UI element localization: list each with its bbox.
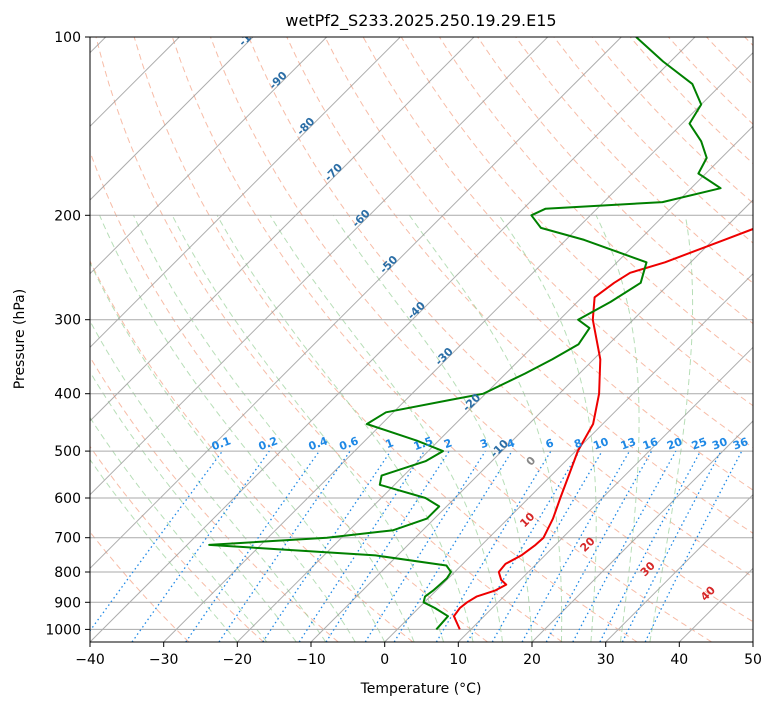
mixing-ratio-line [572, 450, 677, 642]
y-tick-label: 600 [54, 491, 81, 507]
mixing-ratio-line [298, 450, 425, 642]
x-tick-label: 0 [380, 652, 389, 668]
moist-adiabat-line [649, 215, 694, 642]
y-tick-label: 500 [54, 444, 81, 460]
moist-adiabat-line [90, 458, 238, 642]
isotherm-line [90, 37, 622, 570]
chart-title: wetPf2_S233.2025.250.19.29.E15 [285, 11, 556, 31]
moist-adiabat-line [332, 215, 533, 642]
mixing-ratio-label: 16 [641, 435, 660, 453]
x-axis-label: Temperature (°C) [360, 681, 482, 697]
moist-adiabat-line [99, 215, 386, 642]
isotherm-line [90, 37, 328, 275]
mixing-ratio-label: 0.1 [210, 434, 233, 453]
mixing-ratio-label: 3 [478, 436, 490, 451]
mixing-ratio-label: 4 [505, 436, 517, 451]
mixing-ratio-label: 1.5 [412, 434, 435, 453]
axes-layer: −40 −30 −20 −10 0 10 20 30 40 5010020030040050060… [45, 30, 762, 668]
mixing-ratio-line [218, 450, 351, 642]
moist-adiabat-line [216, 215, 474, 642]
isotherm-line [457, 346, 753, 642]
grid-layer [90, 37, 753, 642]
temperature-profile-line [452, 227, 753, 630]
dry-adiabat-line [171, 37, 712, 642]
dry-adiabat-line [133, 37, 638, 642]
moist-adiabat-line [408, 215, 563, 642]
dewpoint-profile-line [208, 37, 722, 631]
y-tick-label: 100 [54, 30, 81, 46]
x-tick-label: 40 [670, 652, 688, 668]
mixing-ratio-label: 25 [690, 435, 709, 452]
dry-adiabat-line [324, 37, 753, 491]
x-tick-label: −10 [296, 652, 326, 668]
moist-adiabat-line [133, 215, 415, 642]
dry-adiabat-line [210, 37, 753, 623]
mixing-ratio-line [185, 450, 320, 642]
mixing-ratio-label: 1 [384, 436, 396, 451]
lines-layer [208, 37, 753, 631]
moist-adiabat-line [171, 215, 445, 642]
moist-adiabat-line [269, 215, 503, 642]
x-tick-label: −40 [75, 652, 105, 668]
moist-adiabat-line [90, 370, 297, 642]
y-axis-label: Pressure (hPa) [12, 289, 28, 389]
mixing-ratio-label: 6 [544, 436, 556, 451]
mixing-ratio-label: 0.6 [338, 434, 361, 453]
moist-adiabat-line [90, 416, 268, 642]
isotherm-line [90, 37, 475, 422]
isotherm-line [605, 493, 753, 642]
y-tick-label: 900 [54, 595, 81, 611]
x-tick-label: 10 [449, 652, 467, 668]
mixing-ratio-label: 36 [731, 435, 750, 453]
mixing-ratio-label: 13 [619, 435, 638, 452]
y-tick-label: 700 [54, 531, 81, 547]
dry-adiabat-line [95, 37, 563, 642]
y-tick-label: 1000 [45, 622, 81, 638]
dry-adiabat-line [90, 445, 264, 642]
isotherm-line [90, 37, 401, 349]
mixing-ratio-label: 8 [572, 436, 584, 451]
y-tick-label: 800 [54, 565, 81, 581]
isotherm-line [90, 37, 254, 201]
moist-adiabat-line [498, 215, 597, 642]
mixing-ratio-label: 0.2 [257, 434, 280, 453]
moist-adiabat-line [595, 215, 640, 642]
x-tick-label: −20 [223, 652, 253, 668]
isotherm-line [90, 37, 549, 496]
mixing-ratio-line [599, 450, 702, 642]
mixing-ratio-line [435, 450, 552, 642]
mixing-ratio-label: 2 [442, 436, 454, 451]
y-tick-label: 300 [54, 313, 81, 329]
mixing-ratio-label: 20 [665, 435, 684, 453]
y-tick-label: 200 [54, 208, 81, 224]
mixing-ratio-line [466, 450, 580, 642]
isotherm-line [310, 199, 753, 642]
isotherm-line [531, 420, 753, 642]
isotherm-line [90, 37, 696, 642]
mixing-ratio-line [262, 450, 392, 642]
x-tick-label: 20 [523, 652, 541, 668]
x-tick-label: −30 [149, 652, 179, 668]
moist-adiabat-line [90, 261, 356, 642]
isotherm-line [236, 125, 753, 642]
mixing-ratio-label: 0.4 [307, 434, 330, 453]
x-tick-label: 30 [597, 652, 615, 668]
x-tick-label: 50 [744, 652, 762, 668]
dry-adiabat-line [286, 37, 753, 534]
plot-frame [89, 36, 754, 643]
isotherm-label: -100 [236, 20, 265, 49]
dry-adiabat-line [248, 37, 753, 578]
mixing-ratio-label: 30 [710, 435, 729, 453]
mixing-ratio-line [325, 450, 450, 642]
mixing-ratio-line [364, 450, 486, 642]
mixing-ratio-label: 10 [591, 435, 610, 453]
isotherm-line [384, 272, 753, 642]
moist-adiabat-line [90, 320, 327, 642]
y-tick-label: 400 [54, 387, 81, 403]
dry-adiabat-line [90, 259, 414, 642]
dry-adiabat-line [515, 37, 753, 284]
